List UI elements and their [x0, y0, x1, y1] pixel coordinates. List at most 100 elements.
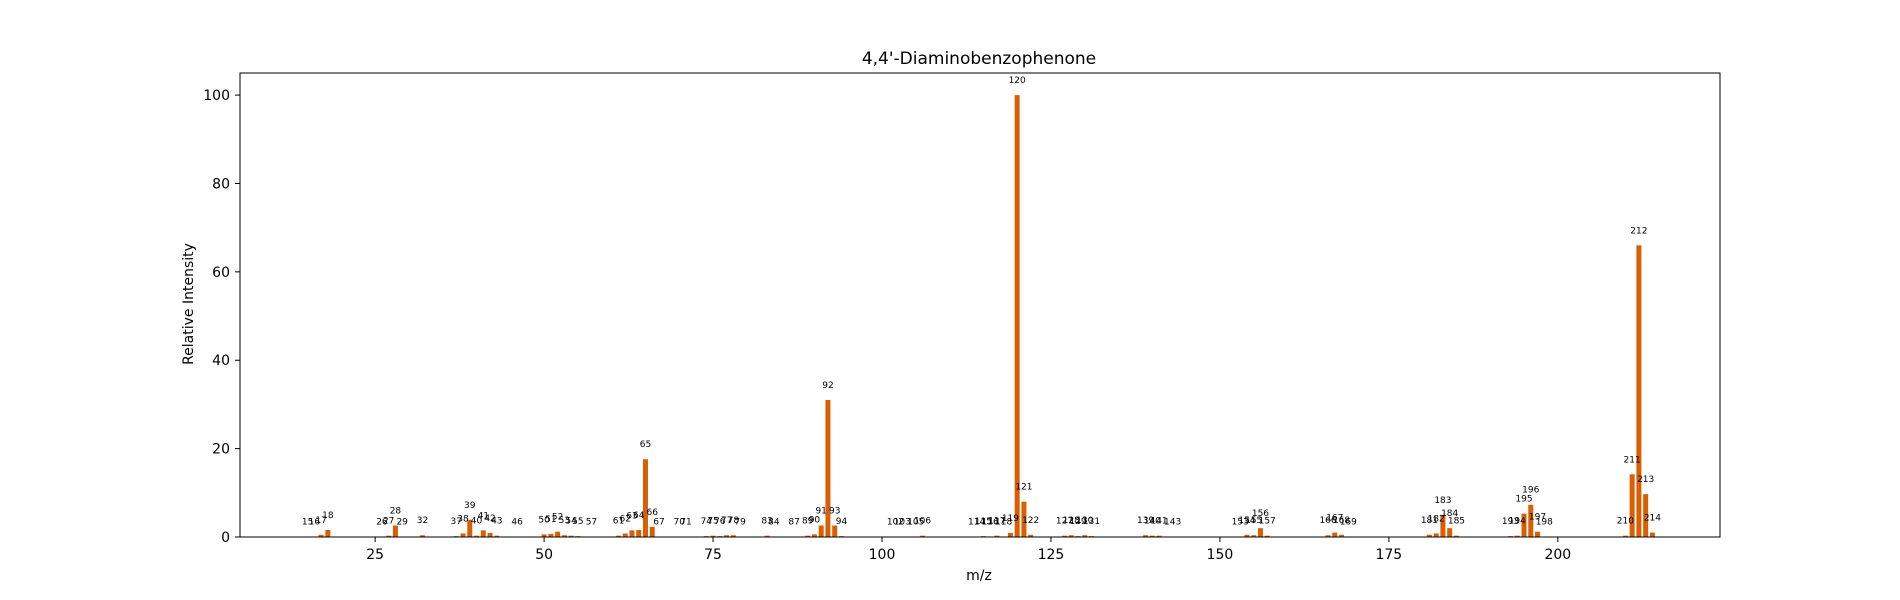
peak-label-43: 43 — [491, 517, 502, 527]
peak-bar-39 — [467, 519, 473, 537]
x-tick-label-25: 25 — [366, 547, 384, 563]
x-axis-title: m/z — [966, 568, 992, 584]
peak-label-92: 92 — [822, 381, 833, 391]
peak-label-196: 196 — [1522, 486, 1539, 496]
peak-label-89: 89 — [802, 517, 814, 527]
peak-bar-78 — [730, 535, 736, 537]
peak-label-105: 105 — [907, 518, 924, 528]
peak-bar-41 — [480, 530, 486, 537]
peak-label-64: 64 — [633, 511, 645, 521]
peak-label-197: 197 — [1529, 513, 1546, 523]
peak-label-78: 78 — [728, 516, 740, 526]
peak-bar-211 — [1629, 474, 1635, 537]
peak-bar-92 — [825, 400, 831, 537]
peak-bar-40 — [474, 535, 480, 537]
y-tick-label-0: 0 — [221, 530, 230, 546]
peak-bar-156 — [1257, 528, 1263, 537]
x-tick-label-100: 100 — [869, 547, 896, 563]
peak-label-118: 118 — [995, 518, 1012, 528]
peak-bar-32 — [419, 535, 425, 537]
peak-label-94: 94 — [836, 517, 848, 527]
peak-label-41: 41 — [478, 511, 489, 521]
peak-label-198: 198 — [1536, 518, 1553, 528]
peak-label-39: 39 — [464, 501, 476, 511]
peak-label-119: 119 — [1002, 514, 1019, 524]
peak-label-54: 54 — [565, 517, 577, 527]
peak-bar-83 — [764, 535, 770, 537]
peak-bar-91 — [818, 525, 824, 537]
peak-label-50: 50 — [538, 515, 550, 525]
y-tick-label-40: 40 — [212, 353, 230, 369]
peak-label-168: 168 — [1333, 516, 1350, 526]
peak-label-183: 183 — [1434, 496, 1451, 506]
peak-bar-210 — [1622, 535, 1628, 537]
peak-label-131: 131 — [1083, 517, 1100, 527]
peak-label-153: 153 — [1232, 518, 1249, 528]
peak-bar-65 — [642, 459, 648, 537]
peak-bar-168 — [1339, 534, 1345, 537]
peak-label-77: 77 — [721, 516, 732, 526]
peak-label-91: 91 — [815, 507, 826, 517]
peak-label-38: 38 — [457, 514, 469, 524]
peak-bar-195 — [1521, 513, 1527, 537]
peak-label-65: 65 — [640, 440, 651, 450]
peak-bar-181 — [1426, 534, 1432, 537]
peak-bar-120 — [1014, 95, 1020, 537]
peak-bar-106 — [920, 535, 926, 537]
peak-label-90: 90 — [809, 515, 821, 525]
y-tick-label-20: 20 — [212, 442, 230, 458]
peak-bar-18 — [325, 529, 331, 537]
peak-bar-27 — [386, 535, 392, 537]
peak-bar-90 — [811, 534, 817, 537]
peak-label-212: 212 — [1630, 226, 1647, 236]
peak-label-214: 214 — [1644, 514, 1661, 524]
peak-label-120: 120 — [1009, 76, 1026, 86]
peak-label-114: 114 — [968, 518, 985, 528]
peak-label-55: 55 — [572, 517, 583, 527]
peak-label-53: 53 — [559, 516, 570, 526]
peak-bar-42 — [487, 533, 493, 537]
peak-bar-17 — [318, 534, 324, 537]
peak-bar-62 — [622, 533, 628, 537]
peak-label-26: 26 — [376, 518, 388, 528]
peak-label-76: 76 — [714, 517, 726, 527]
peak-label-195: 195 — [1515, 495, 1532, 505]
peak-label-157: 157 — [1259, 517, 1276, 527]
peak-bar-182 — [1433, 533, 1439, 537]
peak-label-211: 211 — [1624, 455, 1641, 465]
peak-label-193: 193 — [1502, 517, 1519, 527]
x-tick-label-175: 175 — [1375, 547, 1402, 563]
peak-label-156: 156 — [1252, 509, 1269, 519]
peak-label-166: 166 — [1319, 516, 1336, 526]
peak-bar-66 — [649, 526, 655, 537]
peak-label-154: 154 — [1238, 516, 1255, 526]
peak-bar-54 — [568, 535, 574, 537]
peak-bar-154 — [1244, 534, 1250, 537]
peak-label-61: 61 — [613, 517, 624, 527]
y-axis-title: Relative Intensity — [181, 243, 197, 365]
peak-label-93: 93 — [829, 507, 840, 517]
peak-label-115: 115 — [975, 517, 992, 527]
peak-bar-64 — [636, 529, 642, 537]
peak-bar-184 — [1447, 528, 1453, 537]
peak-bar-43 — [494, 535, 500, 537]
peak-bar-50 — [541, 534, 547, 537]
peak-bar-128 — [1068, 535, 1074, 537]
peak-label-103: 103 — [894, 518, 911, 528]
peak-bar-185 — [1453, 535, 1459, 537]
y-tick-label-80: 80 — [212, 176, 230, 192]
peak-bar-53 — [561, 535, 567, 537]
chart-title: 4,4'-Diaminobenzophenone — [862, 49, 1096, 69]
peak-label-84: 84 — [768, 518, 780, 528]
peak-bar-213 — [1643, 494, 1649, 537]
peak-label-29: 29 — [396, 518, 408, 528]
peak-bar-212 — [1636, 245, 1642, 537]
peak-label-63: 63 — [626, 511, 637, 521]
peak-label-122: 122 — [1022, 516, 1039, 526]
peak-label-129: 129 — [1069, 517, 1086, 527]
peak-label-182: 182 — [1428, 514, 1445, 524]
peak-label-102: 102 — [887, 518, 904, 528]
y-tick-label-100: 100 — [203, 88, 230, 104]
